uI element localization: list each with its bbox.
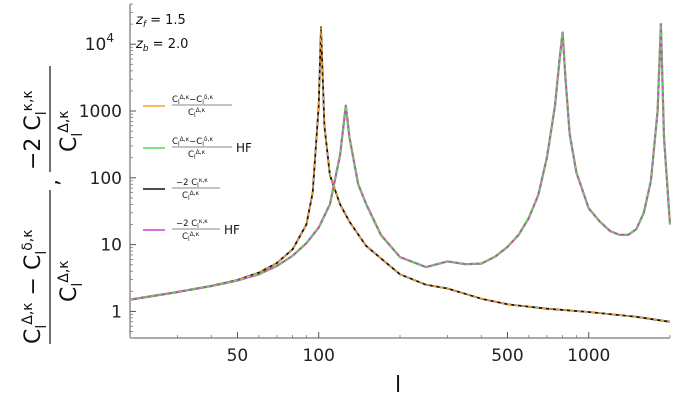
legend-denominator: ClΔ,κ	[188, 107, 206, 119]
legend-hf-label: HF	[236, 141, 252, 155]
y-label-first-denominator: ClΔ,κ	[56, 260, 86, 302]
plot-frame	[129, 4, 670, 339]
x-tick-label: 100	[302, 346, 334, 366]
series-dashed-overlay	[129, 27, 671, 323]
x-tick-label: 500	[491, 346, 523, 366]
legend-hf-label: HF	[224, 223, 240, 237]
y-tick-label: 100	[90, 169, 122, 189]
legend-entry: ClΔ,κ−Clδ,κ ClΔ,κ HF	[143, 136, 252, 161]
series-line	[129, 23, 672, 301]
y-label-separator: ,	[39, 179, 64, 186]
series-line	[129, 26, 671, 323]
annotation-zb: zb = 2.0	[135, 37, 188, 54]
y-tick-label: 10	[100, 236, 122, 256]
annotation-redshifts: zf = 1.5 zb = 2.0	[135, 13, 188, 54]
y-tick-label: 104	[85, 31, 114, 55]
series-dashed-overlay	[129, 24, 671, 301]
legend-numerator: ClΔ,κ−Clδ,κ	[172, 136, 213, 148]
legend-numerator: −2 Clκ,κ	[176, 218, 208, 230]
curves	[129, 23, 672, 323]
x-tick-label: 1000	[567, 346, 610, 366]
y-tick-label: 1000	[79, 102, 122, 122]
y-label-first-numerator: ClΔ,κ − Clδ,κ	[20, 230, 50, 345]
legend-denominator: ClΔ,κ	[182, 190, 200, 202]
series-line	[129, 23, 671, 301]
y-tick-label: 1	[111, 302, 122, 322]
legend-denominator: ClΔ,κ	[188, 149, 206, 161]
legend-numerator: −2 Clκ,κ	[176, 177, 208, 189]
legend-entry: ClΔ,κ−Clδ,κ ClΔ,κ	[143, 94, 232, 119]
legend-entry: −2 Clκ,κ ClΔ,κ HF	[143, 218, 240, 243]
legend: ClΔ,κ−Clδ,κ ClΔ,κ ClΔ,κ−Clδ,κ ClΔ,κ HF −…	[143, 94, 252, 243]
series-line	[129, 23, 672, 301]
y-axis-label: ClΔ,κ − Clδ,κ ClΔ,κ , −2 Clκ,κ ClΔ,κ	[20, 66, 86, 344]
legend-numerator: ClΔ,κ−Clδ,κ	[172, 94, 213, 106]
x-axis-label: l	[395, 373, 401, 398]
y-label-second-numerator: −2 Clκ,κ	[20, 90, 50, 170]
legend-denominator: ClΔ,κ	[182, 231, 200, 243]
legend-entry: −2 Clκ,κ ClΔ,κ	[143, 177, 220, 202]
x-tick-label: 50	[227, 346, 249, 366]
annotation-zf: zf = 1.5	[135, 13, 186, 30]
